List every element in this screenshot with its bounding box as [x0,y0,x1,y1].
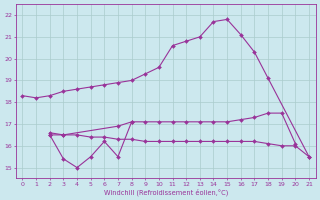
X-axis label: Windchill (Refroidissement éolien,°C): Windchill (Refroidissement éolien,°C) [104,188,228,196]
